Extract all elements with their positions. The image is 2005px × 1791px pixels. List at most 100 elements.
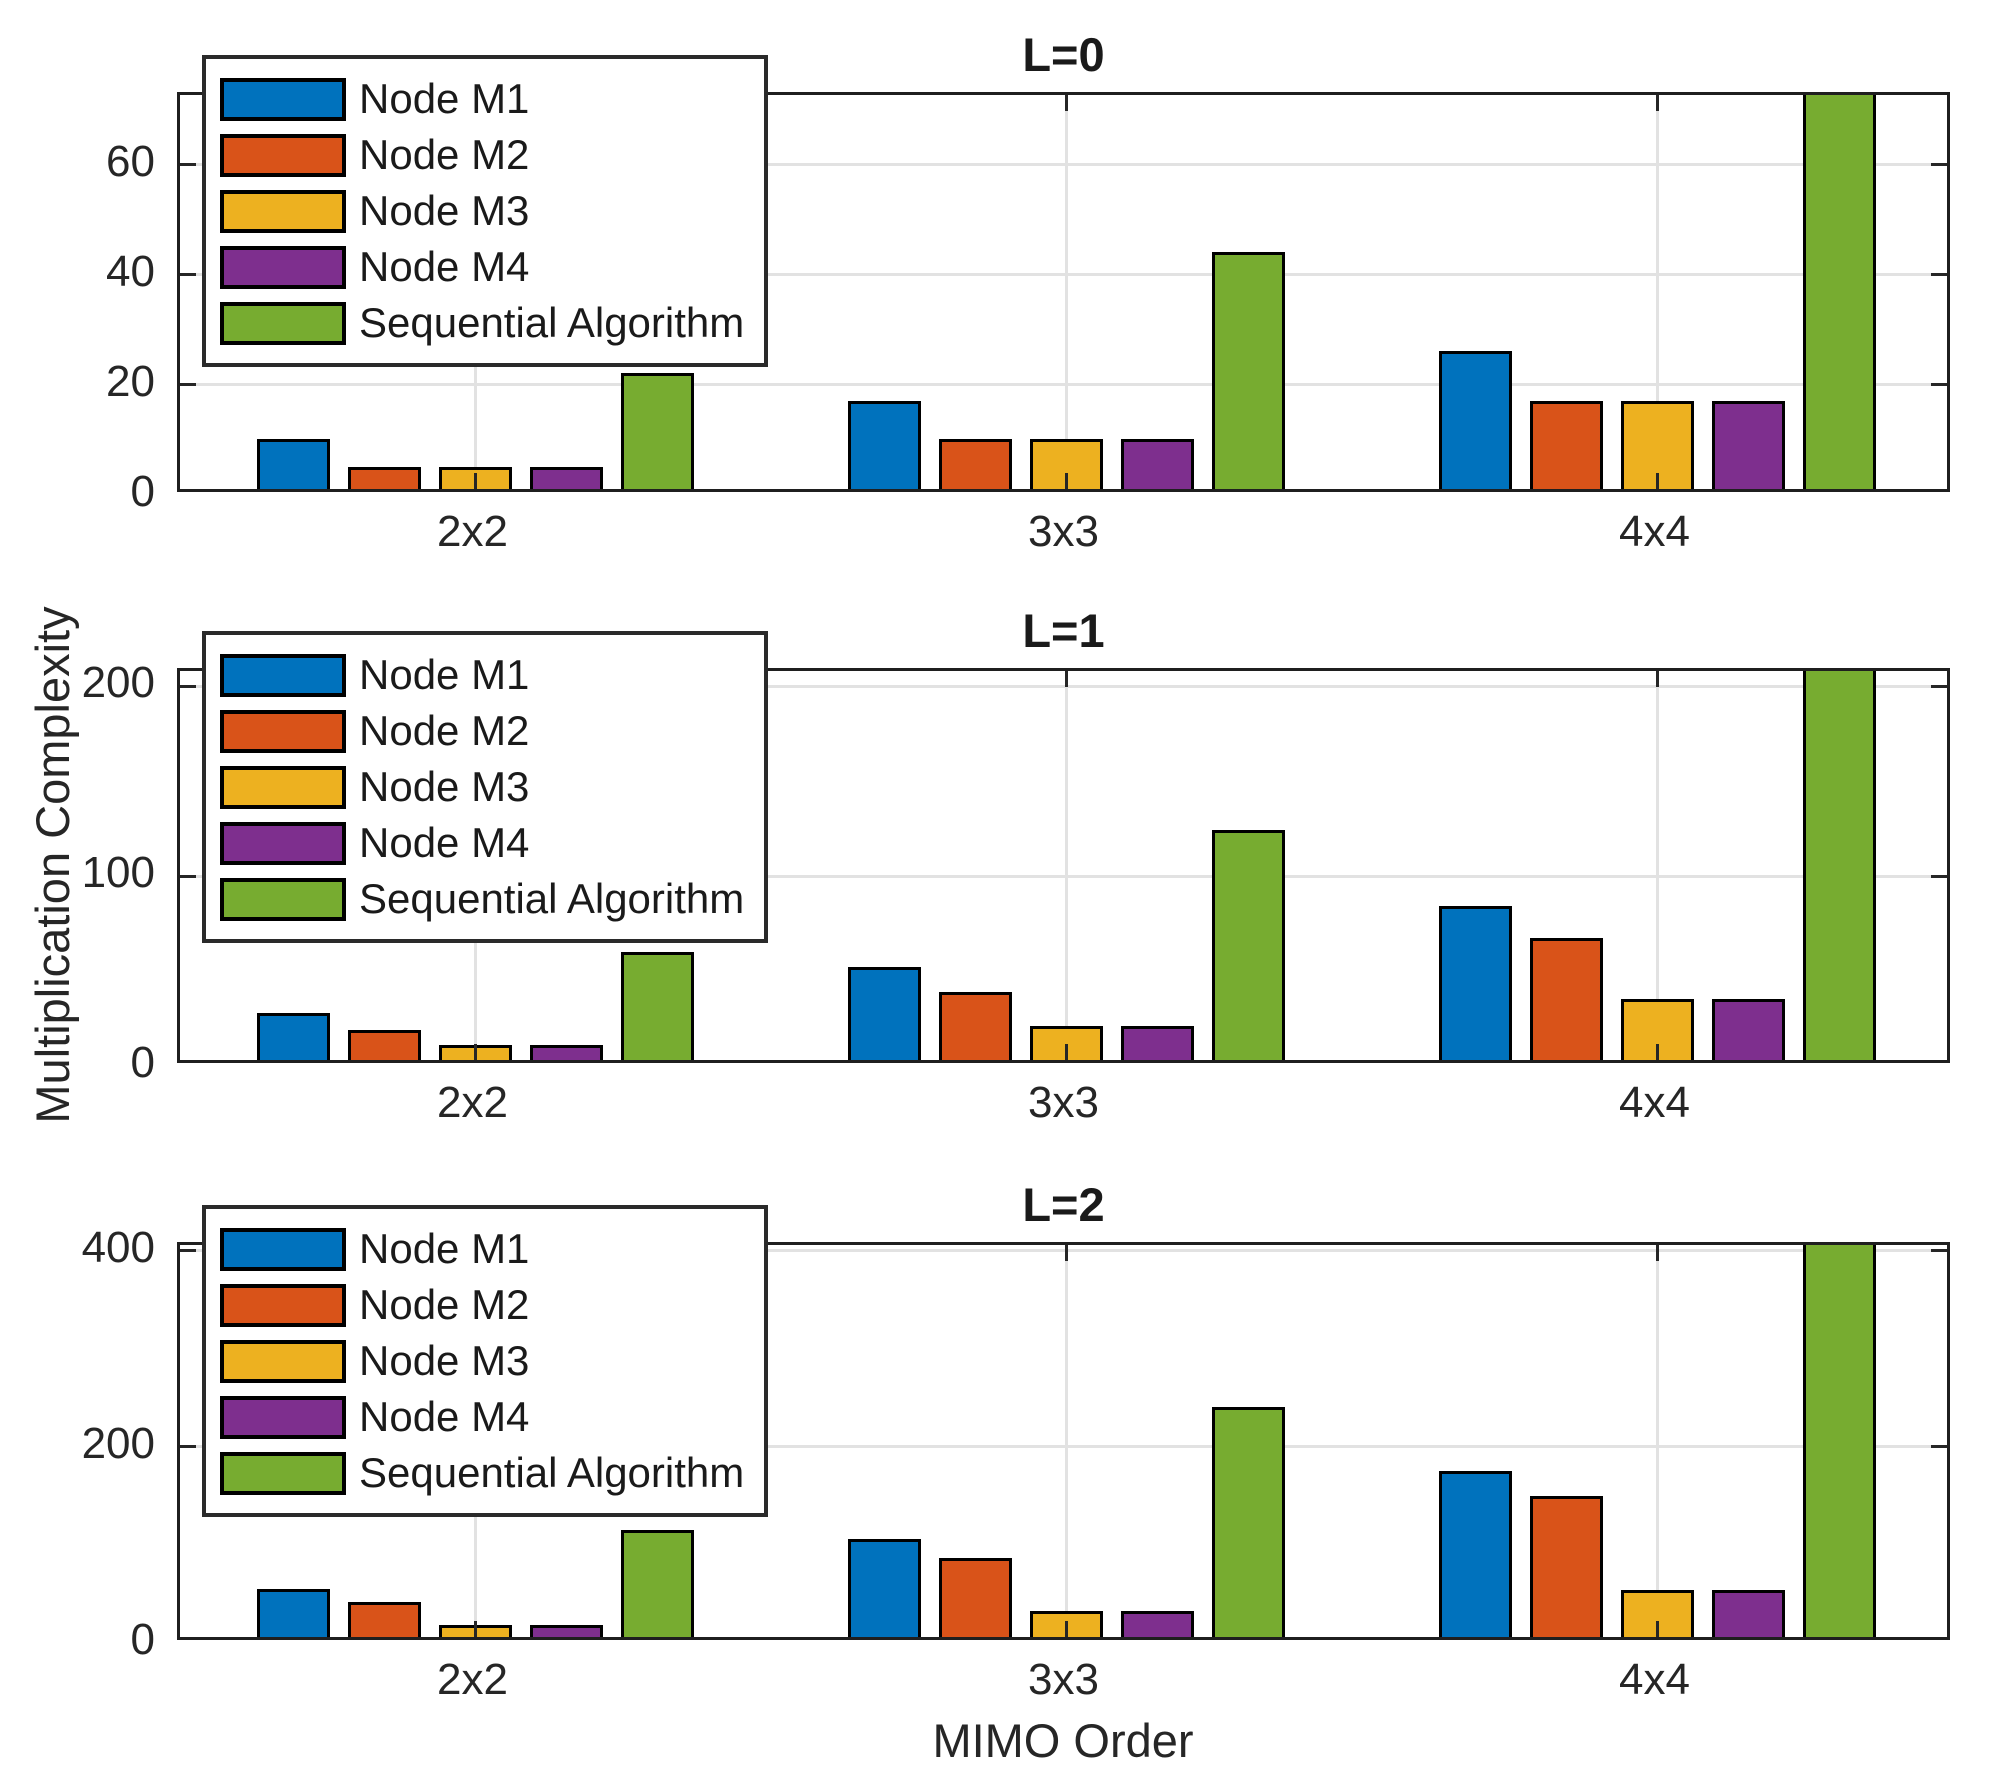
h-gridline xyxy=(180,684,1947,688)
y-tick-label: 60 xyxy=(106,136,155,186)
y-tick-mark xyxy=(1931,273,1947,277)
x-tick-mark xyxy=(1065,95,1068,111)
legend-item: Node M2 xyxy=(220,1283,744,1327)
h-gridline xyxy=(180,874,1947,878)
v-gridline xyxy=(1656,95,1659,489)
y-tick-mark xyxy=(180,163,196,167)
legend-label: Sequential Algorithm xyxy=(359,875,745,922)
y-tick-mark xyxy=(180,1445,196,1449)
y-tick-mark xyxy=(180,874,196,878)
bar-node-m1 xyxy=(1439,906,1513,1060)
x-tick-mark xyxy=(474,1621,477,1637)
legend-label: Node M1 xyxy=(359,1225,530,1272)
legend-label: Node M2 xyxy=(359,131,530,178)
subplot-title: L=0 xyxy=(1022,28,1105,81)
x-tick-mark xyxy=(1065,1621,1068,1637)
y-tick-mark xyxy=(180,1249,196,1253)
h-gridline xyxy=(180,1249,1947,1253)
legend-label: Node M4 xyxy=(359,243,530,290)
legend: Node M1 Node M2 Node M3 Node M4 Sequential A… xyxy=(202,55,769,367)
bar-node-m4 xyxy=(530,467,603,489)
v-gridline xyxy=(1065,95,1068,489)
bar-node-m2 xyxy=(348,1601,421,1637)
y-tick-mark xyxy=(1931,684,1947,688)
x-tick-mark xyxy=(1065,473,1068,489)
bar-node-m2 xyxy=(1530,938,1603,1060)
legend-label: Node M4 xyxy=(359,1393,530,1440)
y-tick-label: 0 xyxy=(130,1615,155,1664)
y-tick-label: 0 xyxy=(130,467,155,516)
legend-swatch-node-m2 xyxy=(220,709,346,753)
legend-label: Sequential Algorithm xyxy=(359,299,745,346)
y-tick-label: 200 xyxy=(81,658,155,707)
x-tick-mark xyxy=(474,1044,477,1060)
h-gridline xyxy=(180,383,1947,387)
y-tick-mark xyxy=(1931,1445,1947,1449)
legend-item: Node M1 xyxy=(220,1227,744,1271)
x-tick-label: 4x4 xyxy=(1619,507,1690,556)
legend-label: Node M3 xyxy=(359,763,530,810)
x-axis-label: MIMO Order xyxy=(932,1714,1194,1767)
legend: Node M1 Node M2 Node M3 Node M4 Sequential A… xyxy=(202,1205,769,1517)
x-tick-mark xyxy=(1065,1044,1068,1060)
bar-sequential-algorithm xyxy=(620,373,694,489)
plot-area xyxy=(177,668,1950,1063)
x-tick-mark xyxy=(1065,1245,1068,1261)
y-tick-label: 20 xyxy=(106,356,155,406)
bar-sequential-algorithm xyxy=(1211,1406,1285,1637)
x-tick-label: 2x2 xyxy=(437,1078,508,1127)
legend-label: Node M2 xyxy=(359,1281,530,1328)
y-tick-label: 200 xyxy=(81,1418,155,1468)
h-gridline xyxy=(180,163,1947,167)
x-tick-label: 2x2 xyxy=(437,1655,508,1704)
bar-node-m1 xyxy=(848,400,922,489)
x-tick-label: 4x4 xyxy=(1619,1655,1690,1704)
x-tick-mark xyxy=(1065,671,1068,687)
legend-item: Node M3 xyxy=(220,1339,744,1383)
x-tick-mark xyxy=(1656,1621,1659,1637)
legend-label: Sequential Algorithm xyxy=(359,1449,745,1496)
v-gridline xyxy=(1065,1245,1068,1637)
y-tick-label: 40 xyxy=(106,246,155,296)
legend-swatch-node-m4 xyxy=(220,821,346,865)
y-tick-mark xyxy=(1931,1249,1947,1253)
bar-node-m1 xyxy=(848,1538,922,1637)
y-tick-mark xyxy=(1931,383,1947,387)
legend-swatch-node-m4 xyxy=(220,245,346,289)
y-tick-mark xyxy=(1931,874,1947,878)
legend-swatch-node-m2 xyxy=(220,1283,346,1327)
x-tick-mark xyxy=(474,473,477,489)
legend-label: Node M4 xyxy=(359,819,530,866)
legend-label: Node M1 xyxy=(359,75,530,122)
bar-node-m4 xyxy=(1712,400,1785,489)
x-tick-label: 3x3 xyxy=(1028,1078,1099,1127)
bar-node-m4 xyxy=(1712,999,1785,1060)
bar-sequential-algorithm xyxy=(1802,95,1876,489)
y-tick-mark xyxy=(180,684,196,688)
legend-swatch-sequential-algorithm xyxy=(220,301,346,345)
h-gridline xyxy=(180,273,1947,277)
bar-node-m1 xyxy=(1439,1471,1513,1637)
legend-swatch-node-m3 xyxy=(220,1339,346,1383)
x-tick-mark xyxy=(1656,671,1659,687)
bar-sequential-algorithm xyxy=(1211,830,1285,1060)
bar-node-m1 xyxy=(848,966,922,1060)
h-gridline xyxy=(180,1445,1947,1449)
legend-swatch-sequential-algorithm xyxy=(220,877,346,921)
x-tick-label: 3x3 xyxy=(1028,507,1099,556)
legend-item: Sequential Algorithm xyxy=(220,1451,744,1495)
y-tick-label: 0 xyxy=(130,1038,155,1087)
bar-node-m4 xyxy=(530,1625,603,1637)
legend-item: Node M4 xyxy=(220,821,744,865)
legend-swatch-node-m1 xyxy=(220,77,346,121)
legend-label: Node M2 xyxy=(359,707,530,754)
legend-item: Node M2 xyxy=(220,133,744,177)
x-tick-label: 2x2 xyxy=(437,507,508,556)
legend-item: Node M3 xyxy=(220,189,744,233)
subplot-title: L=1 xyxy=(1022,604,1105,657)
x-tick-mark xyxy=(1656,1245,1659,1261)
bar-sequential-algorithm xyxy=(620,1530,694,1637)
legend-item: Node M4 xyxy=(220,245,744,289)
v-gridline xyxy=(1065,671,1068,1060)
